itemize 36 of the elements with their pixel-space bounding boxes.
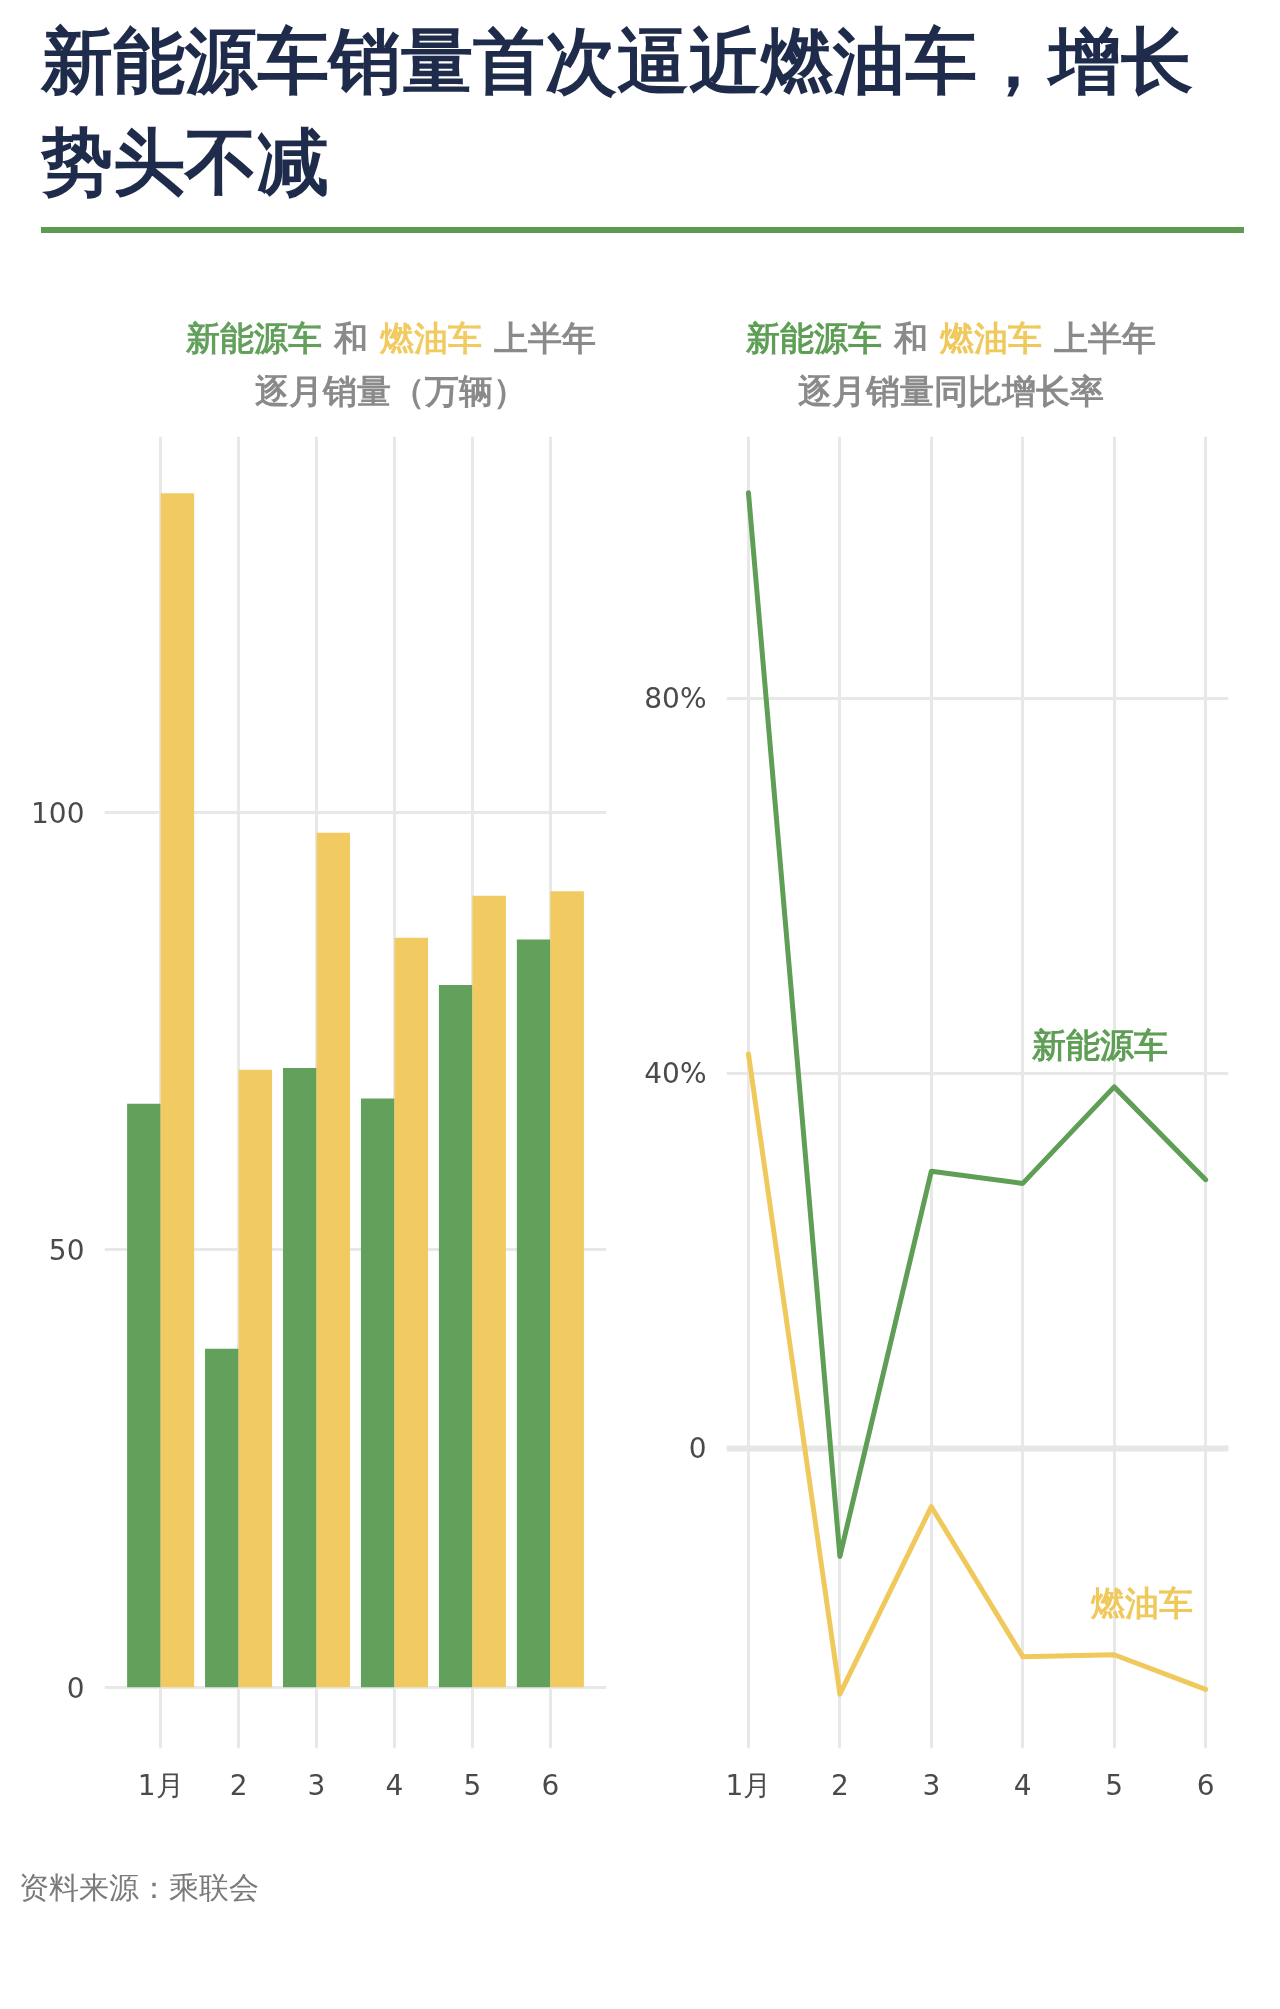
x-tick-label: 5 [463,1768,482,1802]
bar [316,832,351,1688]
x-tick-label: 1月 [725,1768,772,1802]
bar [394,937,428,1688]
x-tick-label: 3 [307,1768,326,1802]
x-tick-label: 4 [1013,1768,1032,1802]
x-tick-label: 6 [541,1768,560,1802]
bar [205,1348,239,1688]
y-tick-label: 0 [66,1671,85,1705]
x-tick-label: 5 [1105,1768,1124,1802]
bar [160,493,195,1688]
y-tick-label: 50 [48,1234,85,1268]
x-tick-label: 3 [922,1768,941,1802]
text: 资料来源：乘联会 [19,1869,259,1907]
bar [360,1098,395,1688]
y-tick-label: 100 [31,797,85,831]
chart-title: 新能源车销量首次逼近燃油车，增长势头不减 [41,5,1244,233]
x-tick-label: 4 [385,1768,404,1802]
bar [127,1103,161,1688]
y-tick-label: 0 [688,1432,707,1466]
bar [283,1068,317,1688]
bar [238,1069,273,1688]
x-tick-label: 2 [830,1768,849,1802]
y-tick-label: 80% [644,682,707,716]
series-label: 燃油车 [1089,1582,1193,1623]
y-tick-label: 40% [644,1057,707,1091]
chart-subtitle: 新能源车 和 燃油车 上半年逐月销量（万辆） [185,317,597,413]
bar [550,891,584,1688]
bar [516,939,551,1688]
bar [438,984,473,1688]
x-tick-label: 1月 [137,1768,184,1802]
bar [472,895,506,1688]
x-tick-label: 6 [1196,1768,1215,1802]
series-label: 新能源车 [1031,1024,1169,1065]
x-tick-label: 2 [229,1768,248,1802]
chart-subtitle: 新能源车 和 燃油车 上半年逐月销量同比增长率 [745,317,1157,413]
